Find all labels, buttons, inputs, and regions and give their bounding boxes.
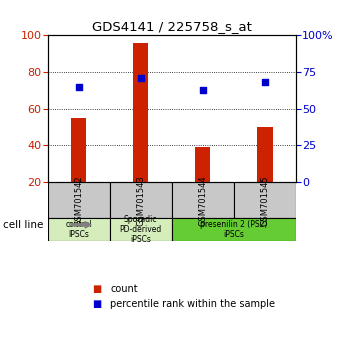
Point xyxy=(138,75,143,81)
Bar xyxy=(257,127,273,182)
Title: GDS4141 / 225758_s_at: GDS4141 / 225758_s_at xyxy=(92,20,252,33)
Bar xyxy=(234,182,296,218)
Text: ■: ■ xyxy=(92,299,101,309)
Bar xyxy=(48,218,109,241)
Text: count: count xyxy=(110,284,138,293)
Bar xyxy=(71,118,86,182)
Text: GSM701542: GSM701542 xyxy=(74,175,83,225)
Text: GSM701544: GSM701544 xyxy=(198,175,207,225)
Text: ■: ■ xyxy=(92,284,101,293)
Text: Sporadic
PD-derived
iPSCs: Sporadic PD-derived iPSCs xyxy=(120,215,162,245)
Text: GSM701543: GSM701543 xyxy=(136,175,145,225)
Text: cell line: cell line xyxy=(3,220,44,230)
Text: percentile rank within the sample: percentile rank within the sample xyxy=(110,299,275,309)
Bar xyxy=(172,182,234,218)
Text: presenilin 2 (PS2)
iPSCs: presenilin 2 (PS2) iPSCs xyxy=(200,220,268,239)
Bar xyxy=(109,218,172,241)
Text: GSM701545: GSM701545 xyxy=(260,175,269,225)
Text: control
IPSCs: control IPSCs xyxy=(65,220,92,239)
Bar xyxy=(172,218,296,241)
Bar xyxy=(48,182,109,218)
Bar xyxy=(109,182,172,218)
Point xyxy=(262,80,268,85)
Point xyxy=(76,84,81,90)
Bar xyxy=(133,43,149,182)
Bar xyxy=(195,147,210,182)
Point xyxy=(200,87,205,92)
